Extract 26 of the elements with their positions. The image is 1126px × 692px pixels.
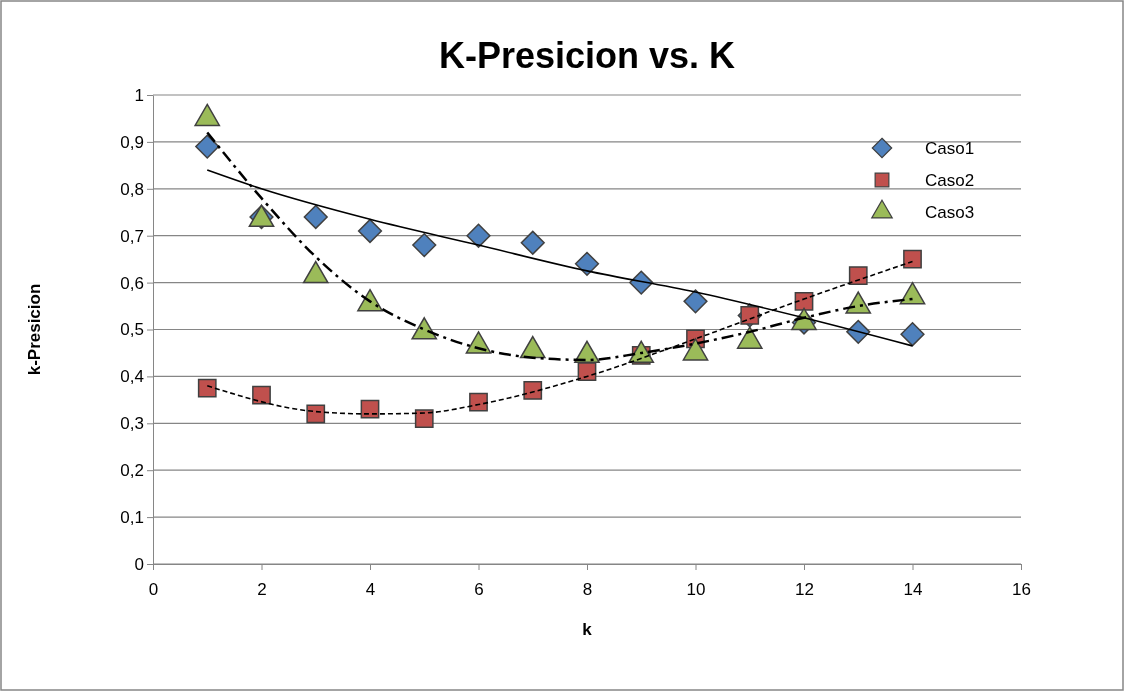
y-tick-label: 0,7 — [120, 226, 144, 246]
y-tick-label: 0 — [134, 554, 144, 574]
x-tick-label: 16 — [1012, 580, 1031, 600]
x-tick-label: 10 — [686, 580, 706, 600]
x-tick-label: 2 — [257, 580, 267, 600]
y-axis-title: k-Presicion — [25, 283, 44, 376]
y-tick-label: 0,1 — [120, 508, 144, 528]
y-tick-label: 0,9 — [120, 132, 144, 152]
legend-label: Caso2 — [925, 170, 975, 190]
legend-label: Caso3 — [925, 202, 975, 222]
y-tick-label: 0,2 — [120, 461, 144, 481]
chart-title: K-Presicion vs. K — [438, 35, 736, 76]
y-tick-label: 0,4 — [120, 367, 144, 387]
x-tick-label: 8 — [582, 580, 593, 600]
legend-label: Caso1 — [925, 138, 975, 158]
y-tick-label: 0,8 — [120, 179, 144, 199]
x-tick-label: 0 — [148, 580, 159, 600]
x-tick-label: 14 — [903, 580, 923, 600]
y-tick-label: 0,3 — [120, 414, 144, 434]
y-tick-label: 0,5 — [120, 320, 144, 340]
x-tick-label: 12 — [795, 580, 814, 600]
x-axis-title: k — [582, 620, 593, 639]
x-tick-label: 6 — [474, 580, 484, 600]
y-tick-label: 1 — [134, 85, 144, 105]
y-tick-label: 0,6 — [120, 273, 144, 293]
x-tick-label: 4 — [365, 580, 376, 600]
